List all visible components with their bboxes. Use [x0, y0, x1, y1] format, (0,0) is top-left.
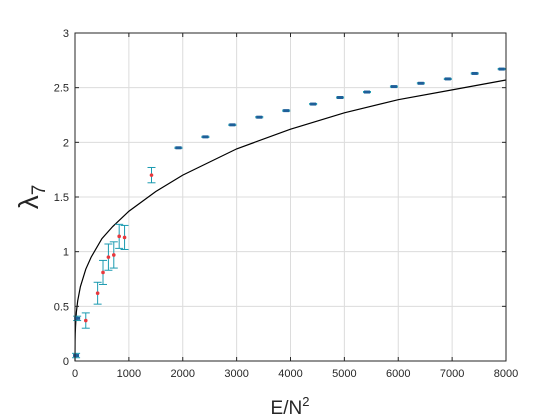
y-tick-label: 0 — [63, 356, 69, 368]
data-marker — [202, 135, 209, 139]
data-marker — [337, 96, 344, 100]
x-tick-label: 2000 — [171, 368, 195, 380]
data-marker — [106, 255, 111, 259]
data-marker — [175, 146, 182, 150]
y-tick-label: 1 — [63, 247, 69, 259]
data-marker — [283, 109, 290, 113]
x-tick-label: 3000 — [224, 368, 248, 380]
data-marker — [390, 85, 397, 89]
x-tick-label: 8000 — [494, 368, 518, 380]
x-tick-label: 1000 — [117, 368, 141, 380]
data-marker — [73, 354, 80, 358]
data-point — [81, 312, 90, 329]
y-tick-labels: 0 0.5 1 1.5 2 2.5 3 — [54, 28, 69, 368]
y-axis-label-base: λ — [13, 195, 44, 209]
x-axis-label: E/N2 — [271, 394, 310, 419]
data-marker — [256, 115, 263, 119]
data-point — [470, 71, 479, 75]
x-tick-label: 0 — [72, 368, 78, 380]
data-point — [255, 115, 264, 119]
data-marker — [229, 123, 236, 127]
y-axis-label: λ7 — [13, 185, 50, 210]
data-point — [93, 281, 102, 305]
data-marker — [498, 67, 505, 71]
errorbar-layer — [72, 67, 506, 359]
data-point — [228, 123, 237, 127]
data-marker — [101, 270, 105, 275]
data-point — [389, 85, 398, 89]
y-tick-label: 3 — [63, 28, 69, 40]
y-axis-label-sub: 7 — [29, 185, 50, 196]
x-tick-label: 6000 — [386, 368, 410, 380]
x-tick-labels: 0 1000 2000 3000 4000 5000 6000 7000 8000 — [72, 368, 518, 380]
x-axis-label-base: E/N — [271, 398, 303, 419]
data-marker — [149, 173, 154, 177]
data-point — [115, 223, 124, 249]
data-marker — [417, 81, 424, 85]
data-point — [147, 166, 156, 184]
data-point — [73, 315, 82, 322]
data-point — [416, 81, 425, 85]
data-point — [309, 102, 318, 106]
data-point — [99, 259, 108, 285]
data-point — [109, 241, 118, 269]
y-tick-label: 0.5 — [54, 301, 69, 313]
data-point — [443, 77, 452, 81]
x-tick-label: 4000 — [278, 368, 302, 380]
data-marker — [74, 316, 81, 320]
data-point — [363, 90, 372, 94]
data-marker — [444, 77, 451, 81]
data-marker — [83, 318, 88, 323]
data-marker — [95, 291, 100, 296]
x-tick-label: 7000 — [440, 368, 464, 380]
data-point — [120, 224, 129, 250]
data-marker — [122, 235, 127, 240]
y-tick-label: 2.5 — [54, 83, 69, 95]
data-point — [201, 135, 210, 139]
data-point — [174, 146, 183, 150]
data-marker — [117, 234, 121, 239]
x-axis-label-sup: 2 — [302, 394, 309, 409]
data-point — [497, 67, 506, 71]
x-tick-label: 5000 — [332, 368, 356, 380]
data-point — [72, 352, 81, 359]
curve-layer — [74, 79, 507, 362]
data-point — [104, 243, 113, 271]
data-point — [282, 109, 291, 113]
data-marker — [364, 90, 371, 94]
data-marker — [310, 102, 317, 106]
data-point — [336, 96, 345, 100]
data-marker — [471, 71, 478, 75]
ticks — [74, 32, 507, 362]
fit-curve — [74, 79, 507, 362]
y-tick-label: 1.5 — [54, 192, 69, 204]
y-tick-label: 2 — [63, 137, 69, 149]
data-marker — [111, 253, 116, 257]
